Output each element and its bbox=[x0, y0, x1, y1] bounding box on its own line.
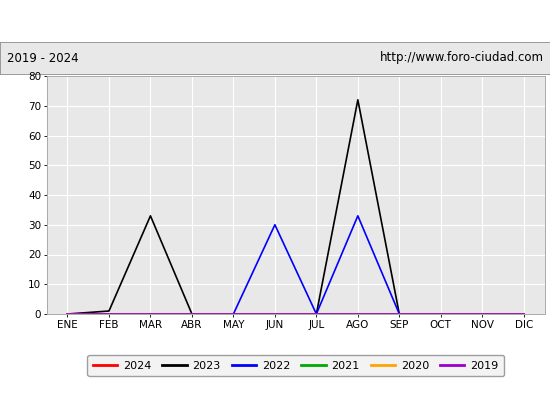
Text: http://www.foro-ciudad.com: http://www.foro-ciudad.com bbox=[379, 52, 543, 64]
Text: 2019 - 2024: 2019 - 2024 bbox=[7, 52, 78, 64]
Text: Evolucion Nº Turistas Extranjeros en el municipio de Sojuela: Evolucion Nº Turistas Extranjeros en el … bbox=[55, 14, 495, 28]
Legend: 2024, 2023, 2022, 2021, 2020, 2019: 2024, 2023, 2022, 2021, 2020, 2019 bbox=[87, 355, 504, 376]
